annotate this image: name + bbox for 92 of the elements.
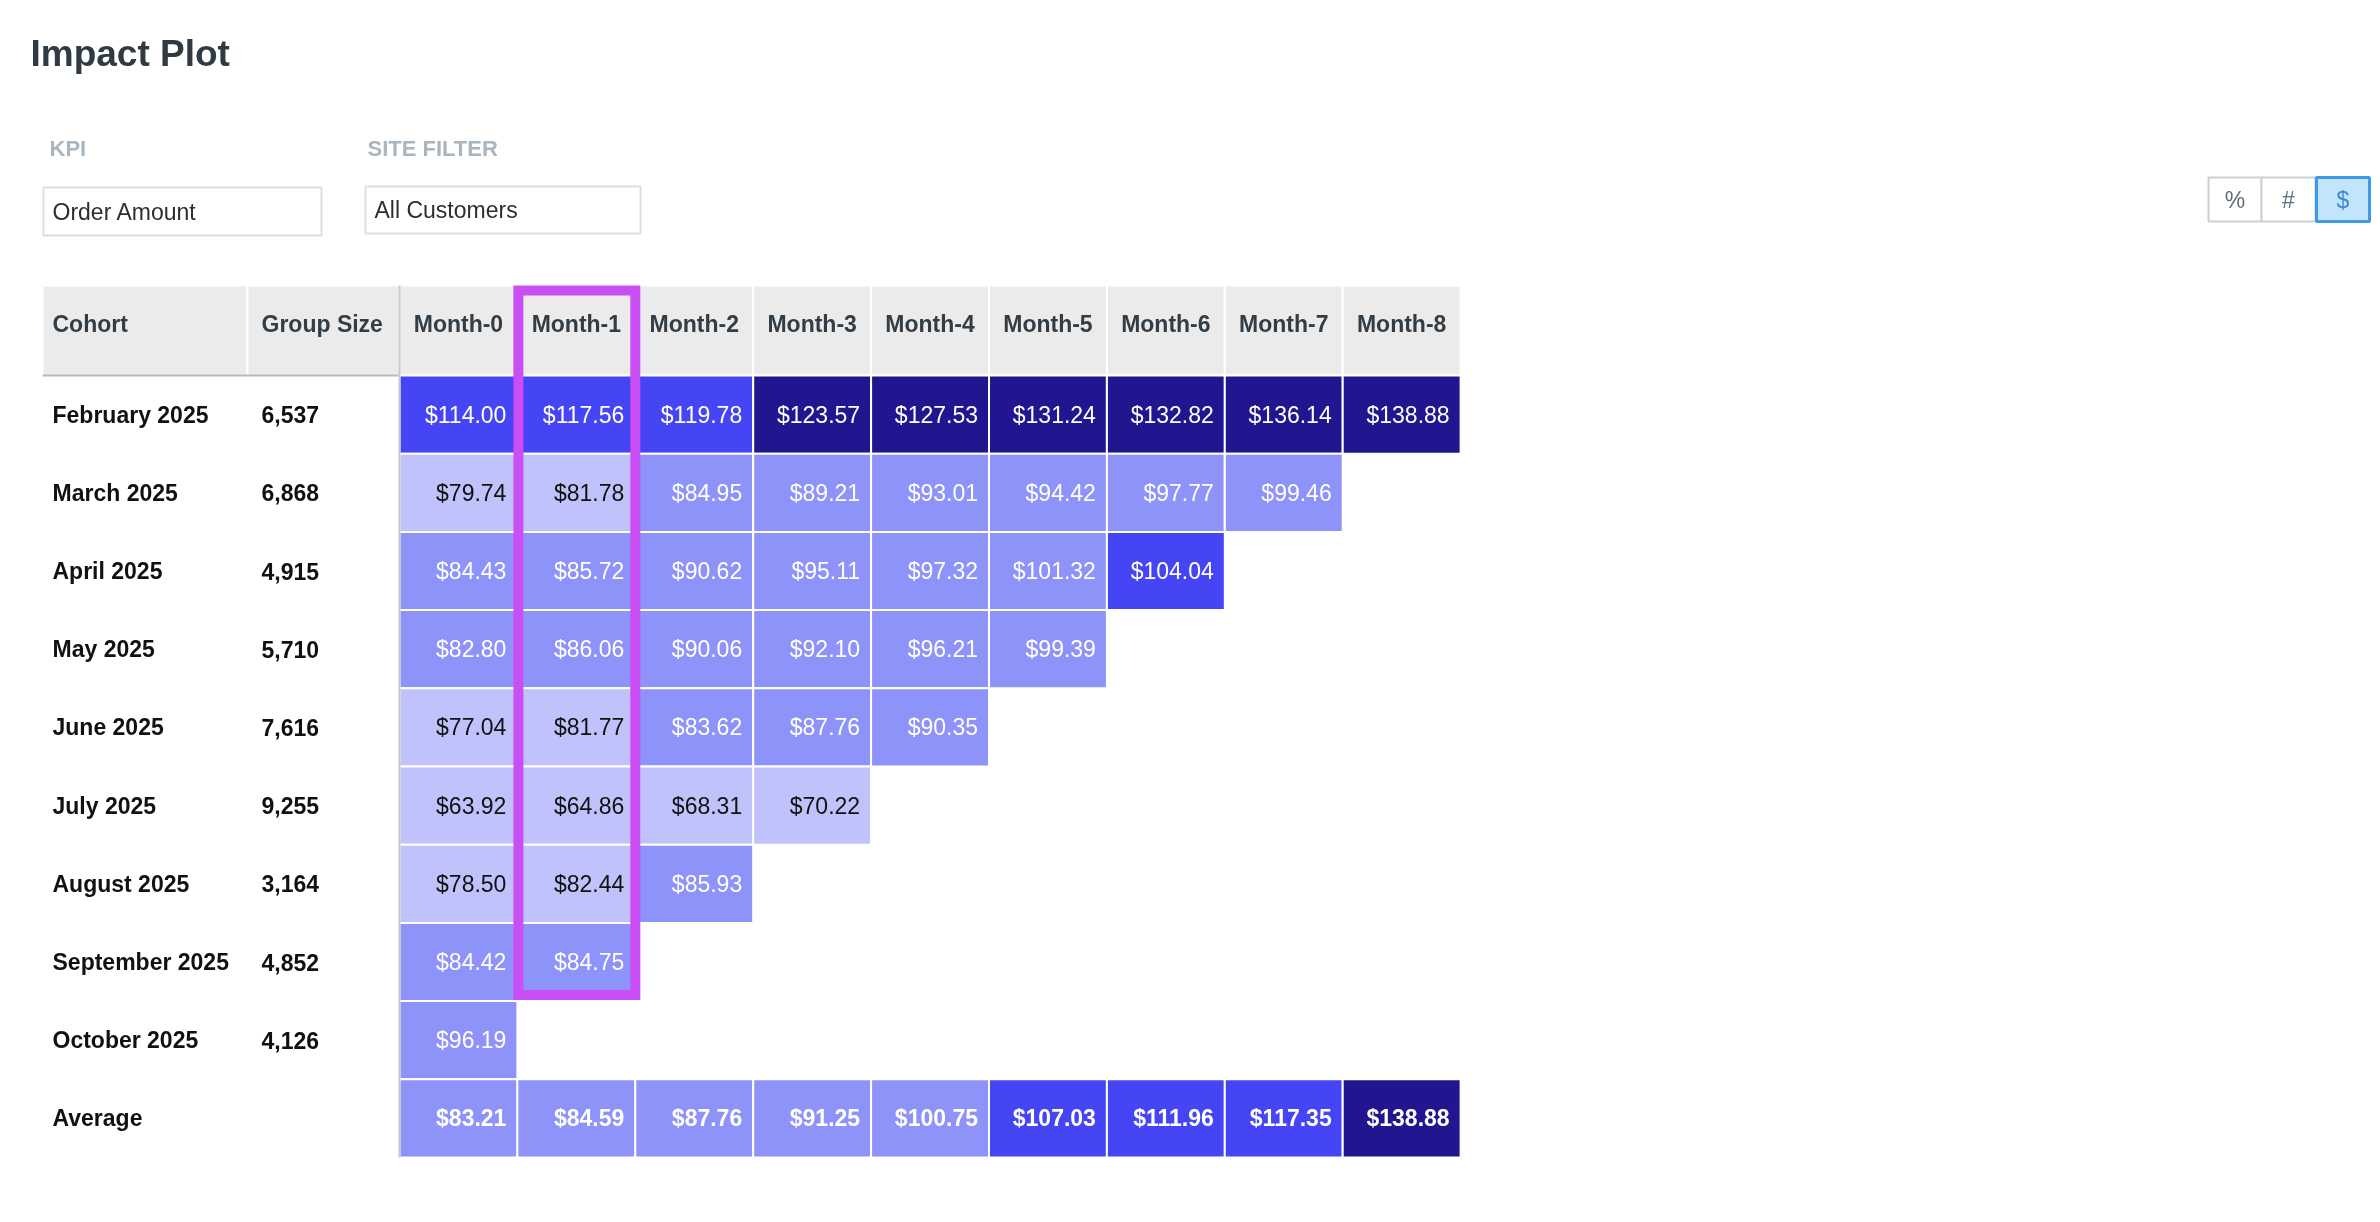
x-tick-label: Month-4 [885,310,975,337]
data-label: $79.74 [436,479,507,506]
data-label: $77.04 [436,714,507,741]
data-label: $114.00 [424,401,507,428]
data-label: $97.77 [1143,479,1214,506]
data-label: $96.19 [436,1027,507,1054]
data-label: $83.62 [671,714,743,741]
data-label: $87.76 [789,714,861,741]
data-label: $131.24 [1012,401,1097,428]
data-label: $83.21 [436,1105,507,1132]
y2-tick-label: 4,852 [261,949,320,976]
x-tick-label: Month-3 [767,310,857,337]
data-label: $97.32 [907,558,979,584]
text: All Customers [374,197,518,223]
y2-tick-label: 4,915 [261,558,320,585]
data-label: $94.42 [1025,479,1096,506]
data-label: $101.32 [1012,558,1096,584]
data-label: $117.35 [1249,1105,1332,1132]
y-tick-label: July 2025 [52,792,157,819]
y-tick-label: February 2025 [52,401,209,428]
x-tick-label: Month-1 [531,310,622,337]
x-tick-label: Month-5 [1003,310,1093,337]
data-label: $99.46 [1261,479,1332,506]
data-label: $138.88 [1366,1105,1450,1132]
data-label: $99.39 [1025,636,1096,663]
data-label: $100.75 [894,1105,979,1132]
y-tick-label: June 2025 [52,714,164,741]
y-tick-label: September 2025 [52,949,230,975]
text: KPI [49,136,87,161]
x-tick-label: Month-7 [1239,310,1329,337]
y2-tick-label: 9,255 [261,793,320,820]
chart-title: Impact Plot [30,33,230,74]
data-label: $119.78 [660,401,743,428]
y-tick-label: Average [52,1105,143,1132]
data-label: $87.76 [671,1105,743,1132]
data-label: $78.50 [436,870,507,897]
data-label: $85.93 [671,870,743,897]
data-label: $138.88 [1366,401,1450,428]
y-tick-label: August 2025 [52,870,190,897]
data-label: $93.01 [907,479,979,506]
data-label: $89.21 [789,479,861,506]
data-label: $84.75 [553,949,625,975]
text: $ [2336,186,2350,213]
data-label: $64.86 [553,792,625,819]
data-label: $132.82 [1130,401,1214,428]
x-tick-label: Month-8 [1356,310,1447,337]
data-label: $92.10 [789,636,861,663]
data-label: $63.92 [436,792,507,819]
y2-tick-label: 3,164 [261,871,320,898]
data-label: $104.04 [1130,558,1215,584]
y2-tick-label: 5,710 [261,636,320,663]
text: # [2282,186,2296,213]
y2-tick-label: 4,126 [261,1027,320,1054]
data-label: $111.96 [1133,1105,1214,1132]
y2-tick-label: 6,868 [261,480,320,507]
data-label: $68.31 [671,792,743,819]
y-axis-title: Cohort [52,310,129,337]
x-tick-label: Month-0 [413,310,504,337]
data-label: $90.06 [671,636,743,663]
data-label: $90.35 [907,714,979,741]
data-label: $136.14 [1248,401,1332,428]
data-label: $86.06 [553,636,625,663]
data-label: $107.03 [1012,1105,1096,1132]
data-label: $82.44 [553,870,625,897]
data-label: $84.95 [671,479,743,506]
data-label: $91.25 [789,1105,861,1132]
text: SITE FILTER [367,136,498,161]
text: Order Amount [52,198,197,225]
y2-tick-label: 7,616 [261,714,320,741]
data-label: $84.43 [436,558,507,584]
x-tick-label: Month-6 [1121,310,1211,337]
data-label: $85.72 [553,558,625,584]
y-tick-label: October 2025 [52,1027,199,1054]
y-tick-label: April 2025 [52,558,163,584]
data-label: $123.57 [776,401,861,428]
x-tick-label: Month-2 [649,310,739,337]
data-label: $90.62 [671,558,743,584]
y2-tick-label: 6,537 [261,402,320,429]
data-label: $82.80 [436,636,507,663]
data-label: $117.56 [542,401,625,428]
y2-axis-title: Group Size [261,310,383,337]
data-label: $70.22 [789,792,861,819]
data-label: $127.53 [894,401,978,428]
data-label: $84.42 [436,949,507,975]
y-tick-label: March 2025 [52,479,179,506]
y-tick-label: May 2025 [52,636,156,663]
data-label: $95.11 [791,558,861,584]
text: % [2224,186,2246,213]
data-label: $81.77 [553,714,625,741]
data-label: $84.59 [553,1105,625,1132]
data-label: $96.21 [907,636,979,663]
data-label: $81.78 [553,479,625,506]
